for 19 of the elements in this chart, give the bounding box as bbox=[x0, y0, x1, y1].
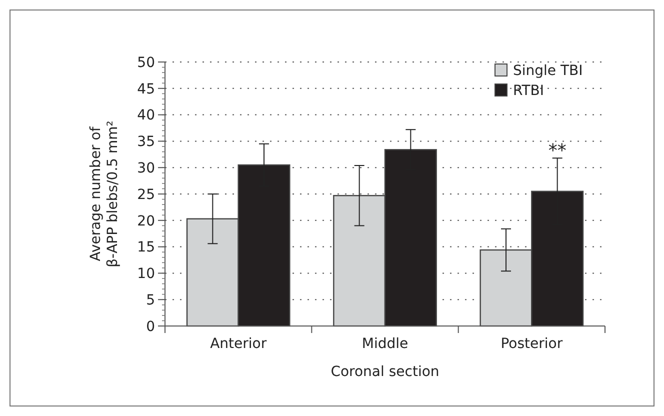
y-tick-label: 20 bbox=[137, 213, 155, 230]
y-tick-label: 40 bbox=[137, 108, 155, 124]
y-tick-label: 5 bbox=[146, 292, 155, 308]
y-tick-label: 10 bbox=[137, 266, 155, 282]
y-tick-label: 50 bbox=[137, 54, 155, 71]
legend-label: Single TBI bbox=[513, 62, 583, 79]
y-tick-label: 35 bbox=[137, 134, 155, 150]
y-tick-label: 45 bbox=[137, 81, 155, 98]
legend-label: RTBI bbox=[513, 82, 544, 99]
y-tick-label: 0 bbox=[146, 318, 155, 335]
x-axis-title: Coronal section bbox=[330, 364, 440, 380]
y-axis-title: Average number of β-APP blebs/0.5 mm² bbox=[88, 120, 121, 268]
y-tick-label: 30 bbox=[137, 160, 155, 176]
x-tick-label: Middle bbox=[362, 336, 408, 352]
annotation: ** bbox=[548, 140, 566, 162]
y-tick-label: 25 bbox=[137, 186, 155, 203]
y-tick-label: 15 bbox=[137, 240, 155, 256]
x-tick-label: Anterior bbox=[210, 336, 267, 352]
x-tick-label: Posterior bbox=[500, 336, 563, 352]
